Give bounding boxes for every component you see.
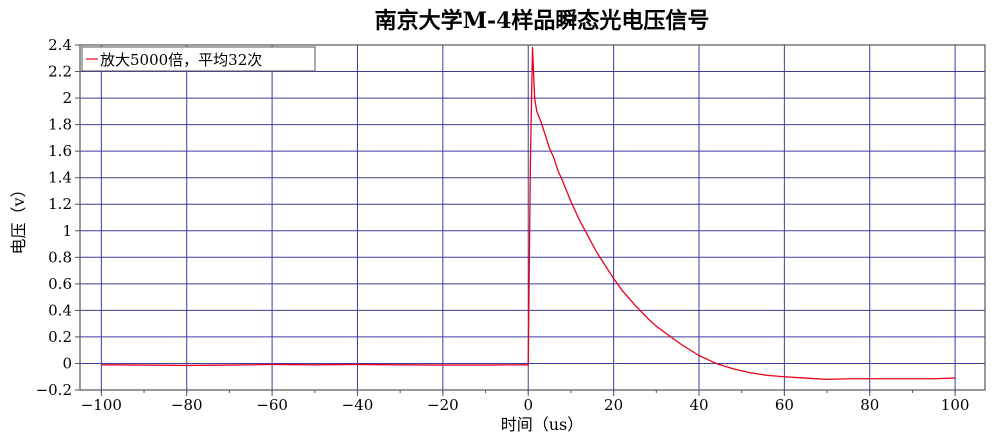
y-tick-label: 1.8 (48, 116, 72, 134)
axis-ticks: −100 −80 −60 −40 −20 0 20 40 60 80 100 −0.2 0 0.2 0.4 0… (36, 36, 970, 414)
x-tick-label: −20 (427, 396, 459, 414)
y-tick-label: 1 (62, 222, 72, 240)
x-tick-label: 20 (604, 396, 623, 414)
y-axis-label: 电压（v） (9, 181, 28, 254)
x-tick-label: −60 (256, 396, 288, 414)
y-tick-label: 2.2 (48, 63, 72, 81)
legend-box (81, 46, 316, 72)
y-tick-label: 0 (62, 354, 72, 372)
y-tick-label: −0.2 (36, 381, 72, 399)
grid (80, 44, 985, 391)
x-tick-label: −40 (342, 396, 374, 414)
x-tick-label: −100 (81, 396, 122, 414)
x-tick-label: 0 (523, 396, 533, 414)
y-tick-label: 1.4 (48, 169, 72, 187)
series-layer (101, 47, 956, 381)
y-tick-label: 2.4 (48, 36, 72, 54)
y-tick-label: 0.6 (48, 275, 72, 293)
x-tick-label: 100 (941, 396, 970, 414)
y-tick-label: 2 (62, 89, 72, 107)
y-tick-label: 1.2 (48, 195, 72, 213)
x-tick-label: 40 (689, 396, 708, 414)
series-line (101, 47, 956, 381)
x-tick-label: 60 (775, 396, 794, 414)
x-tick-label: 80 (860, 396, 879, 414)
y-tick-label: 0.8 (48, 248, 72, 266)
y-tick-label: 0.2 (48, 328, 72, 346)
legend-label: 放大5000倍，平均32次 (100, 51, 262, 69)
chart-title: 南京大学M-4样品瞬态光电压信号 (375, 8, 710, 34)
legend: 放大5000倍，平均32次 (81, 46, 316, 72)
x-tick-label: −80 (171, 396, 203, 414)
y-tick-label: 1.6 (48, 142, 72, 160)
y-tick-label: 0.4 (48, 301, 72, 319)
x-axis-label: 时间（us） (501, 415, 584, 434)
plot-frame (79, 44, 986, 391)
